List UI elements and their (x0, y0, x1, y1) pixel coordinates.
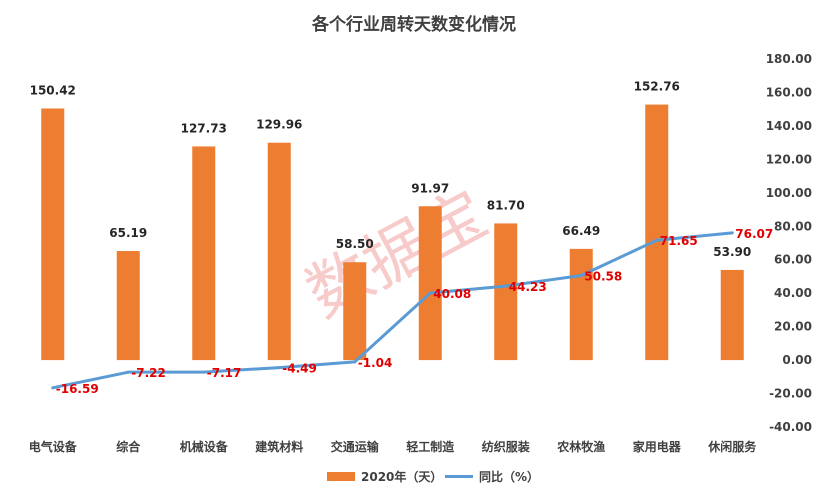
line-value-label: -7.17 (207, 366, 242, 380)
bar (267, 142, 291, 361)
bar (192, 146, 216, 361)
line-point (504, 284, 508, 288)
line-data-labels: -16.59 -7.22 -7.17 -4.49 -1.04 40.08 44.23 50.5… (56, 227, 773, 396)
bar-value-label: 65.19 (109, 226, 147, 240)
bar-value-label: 127.73 (181, 121, 227, 135)
legend-bar-label: 2020年（天） (361, 469, 442, 484)
chart-title: 各个行业周转天数变化情况 (311, 14, 516, 35)
line-point (277, 366, 281, 370)
line-point (202, 370, 206, 374)
legend-line-label: 同比（%） (479, 469, 539, 484)
x-category-label: 交通运输 (331, 439, 380, 454)
line-value-label: 44.23 (509, 280, 547, 294)
bar (116, 251, 140, 361)
bar-value-label: 150.42 (30, 83, 76, 97)
x-category-label: 纺织服装 (482, 439, 530, 454)
line-series (51, 231, 734, 390)
bar-value-label: 66.49 (562, 224, 600, 238)
x-category-label: 轻工制造 (406, 439, 455, 454)
y-tick-label: -20.00 (769, 387, 812, 401)
bar-value-label: 53.90 (713, 245, 751, 259)
x-axis: 电气设备 综合 机械设备 建筑材料 交通运输 轻工制造 纺织服装 农林牧渔 家用电器 休闲服务 (29, 439, 758, 454)
legend-bar-swatch (327, 472, 355, 481)
line-point (126, 370, 130, 374)
y-tick-label: 0.00 (782, 353, 812, 367)
x-category-label: 机械设备 (180, 439, 229, 454)
line-value-label: -1.04 (358, 356, 393, 370)
x-category-label: 休闲服务 (707, 439, 757, 454)
y-tick-label: 80.00 (774, 219, 812, 233)
y-tick-label: 20.00 (774, 320, 812, 334)
line-value-label: -7.22 (131, 366, 166, 380)
line-point (579, 273, 583, 277)
line-value-label: -4.49 (282, 362, 317, 376)
bar-series (41, 104, 744, 361)
bar-value-label: 58.50 (336, 237, 374, 251)
line-point (730, 231, 734, 235)
x-category-label: 家用电器 (633, 439, 682, 454)
bar-value-label: 152.76 (634, 80, 680, 94)
line-value-label: 71.65 (660, 234, 698, 248)
bar (343, 262, 367, 361)
y-tick-label: 160.00 (766, 85, 812, 99)
bar (41, 108, 65, 361)
y-tick-label: 100.00 (766, 186, 812, 200)
y-tick-label: 60.00 (774, 253, 812, 267)
bar (720, 269, 744, 361)
yoy-line (52, 231, 733, 390)
legend: 2020年（天） 同比（%） (327, 469, 539, 484)
x-category-label: 电气设备 (29, 439, 78, 454)
line-point (51, 386, 55, 390)
y-axis: 180.00 160.00 140.00 120.00 100.00 80.00 60.00… (766, 52, 812, 434)
x-category-label: 农林牧渔 (556, 439, 605, 454)
watermark: 数据宝 (295, 177, 499, 332)
bar-data-labels: 150.42 65.19 127.73 129.96 58.50 91.97 81.70 66… (30, 80, 752, 259)
bar-value-label: 91.97 (411, 181, 449, 195)
x-category-label: 综合 (116, 439, 141, 454)
line-point (428, 291, 432, 295)
line-point (655, 238, 659, 242)
x-category-label: 建筑材料 (254, 439, 303, 454)
y-tick-label: 180.00 (766, 52, 812, 66)
line-value-label: 76.07 (735, 227, 773, 241)
bar (569, 248, 593, 361)
y-tick-label: 140.00 (766, 119, 812, 133)
y-tick-label: 40.00 (774, 286, 812, 300)
y-tick-label: 120.00 (766, 152, 812, 166)
bar-value-label: 129.96 (256, 118, 302, 132)
line-value-label: -16.59 (56, 382, 99, 396)
bar (645, 104, 669, 361)
watermark-text: 数据宝 (295, 177, 499, 332)
bar-value-label: 81.70 (487, 198, 525, 212)
y-tick-label: -40.00 (769, 420, 812, 434)
line-value-label: 40.08 (433, 287, 471, 301)
line-point (353, 360, 357, 364)
bar (494, 223, 518, 361)
bar (418, 206, 442, 361)
line-value-label: 50.58 (584, 269, 622, 283)
